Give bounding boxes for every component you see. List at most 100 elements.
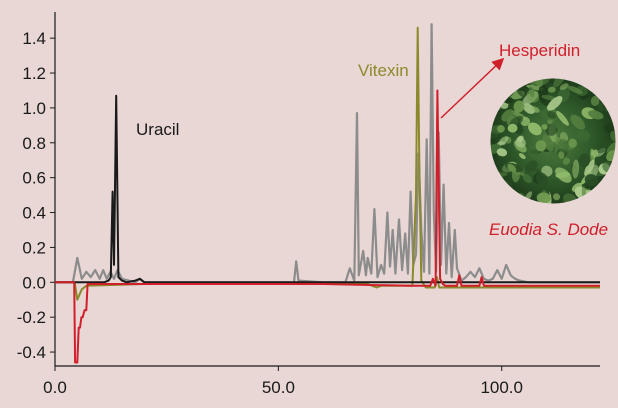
leaf — [568, 138, 578, 148]
leaf — [601, 194, 611, 204]
y-tick-label: -0.2 — [17, 308, 46, 327]
leaf — [490, 185, 497, 194]
leaf — [541, 124, 548, 130]
leaf — [562, 157, 570, 165]
y-tick-label: 0.8 — [22, 134, 46, 153]
leaf — [567, 85, 583, 95]
series-line-3 — [55, 89, 600, 364]
y-tick-label: 1.4 — [22, 29, 46, 48]
leaf — [596, 140, 615, 154]
leaf — [522, 173, 532, 183]
leaf — [559, 83, 569, 90]
y-tick-label: 0.0 — [22, 273, 46, 292]
leaf — [547, 111, 556, 119]
leaf — [490, 97, 496, 110]
leaf — [490, 84, 499, 97]
leaf — [548, 86, 556, 93]
leaf — [516, 89, 525, 98]
series-layer — [55, 23, 600, 364]
leaf — [603, 94, 614, 100]
leaf — [526, 89, 540, 103]
leaf — [522, 103, 535, 114]
leaf — [552, 119, 559, 129]
leaf — [528, 122, 542, 136]
leaf — [599, 78, 611, 85]
leaf — [535, 78, 550, 85]
leaf — [590, 95, 600, 106]
leaf — [555, 172, 571, 178]
leaf — [525, 160, 538, 173]
leaf — [552, 193, 561, 201]
leaf — [496, 185, 509, 203]
leaf — [490, 192, 496, 204]
x-tick-label: 100.0 — [480, 378, 523, 397]
leaf — [490, 177, 499, 188]
leaf — [536, 192, 551, 204]
leaf — [502, 78, 520, 86]
photo-caption: Euodia S. Dode — [489, 220, 608, 239]
y-tick-label: 1.0 — [22, 99, 46, 118]
leaf — [585, 199, 594, 204]
plant-photo — [489, 77, 617, 205]
axes — [54, 12, 600, 367]
leaf — [606, 78, 616, 85]
leaf — [557, 138, 569, 153]
leaf — [584, 174, 599, 186]
leaf — [596, 195, 605, 204]
leaf — [584, 159, 595, 177]
leaf — [578, 153, 591, 168]
leaf — [608, 189, 616, 198]
leaf — [528, 145, 539, 157]
leaf — [541, 94, 556, 101]
leaf — [517, 135, 524, 142]
leaf — [535, 140, 547, 152]
leaf — [493, 186, 500, 204]
y-tick-label: 0.6 — [22, 169, 46, 188]
series-line-2 — [55, 94, 600, 284]
y-tick-label: -0.4 — [17, 343, 46, 362]
leaf — [535, 172, 549, 185]
annotation-vitexin: Vitexin — [358, 61, 409, 80]
leaf — [490, 95, 498, 107]
leaf — [576, 129, 591, 142]
leaf — [498, 84, 507, 94]
leaf — [590, 198, 600, 204]
leaf — [604, 78, 615, 83]
leaf — [498, 90, 506, 100]
leaf — [494, 189, 506, 200]
leaf — [496, 148, 508, 157]
leaf — [518, 153, 526, 160]
leaf — [608, 78, 616, 87]
leaf — [556, 110, 569, 126]
leaf — [570, 114, 586, 130]
leaf — [500, 102, 509, 109]
leaf — [553, 78, 566, 88]
hesperidin-arrow — [440, 57, 505, 119]
leaf — [558, 151, 565, 159]
leaf — [595, 191, 608, 204]
series-line-1 — [55, 26, 600, 301]
y-tick-label: 1.2 — [22, 64, 46, 83]
leaf — [566, 92, 580, 103]
y-tick-label: 0.2 — [22, 238, 46, 257]
leaf — [513, 100, 525, 113]
leaf — [531, 106, 540, 113]
leaf — [507, 123, 518, 133]
leaf — [547, 96, 563, 111]
leaf — [490, 176, 498, 191]
leaf — [497, 124, 505, 133]
leaf — [509, 79, 514, 87]
x-tick-label: 50.0 — [262, 378, 295, 397]
leaf — [507, 163, 517, 173]
leaf — [588, 110, 604, 120]
leaf — [495, 89, 504, 95]
leaf — [572, 159, 580, 179]
annotation-uracil: Uracil — [136, 120, 179, 139]
y-tick-label: 0.4 — [22, 204, 46, 223]
ticks: -0.4 -0.2 0.0 0.2 0.4 0.6 0.8 1.0 1.2 1.4 0.0 50.0 1… — [17, 29, 523, 397]
leaf — [602, 78, 608, 86]
x-tick-label: 0.0 — [43, 378, 67, 397]
leaf — [496, 141, 507, 146]
annotation-hesperidin: Hesperidin — [499, 41, 580, 60]
